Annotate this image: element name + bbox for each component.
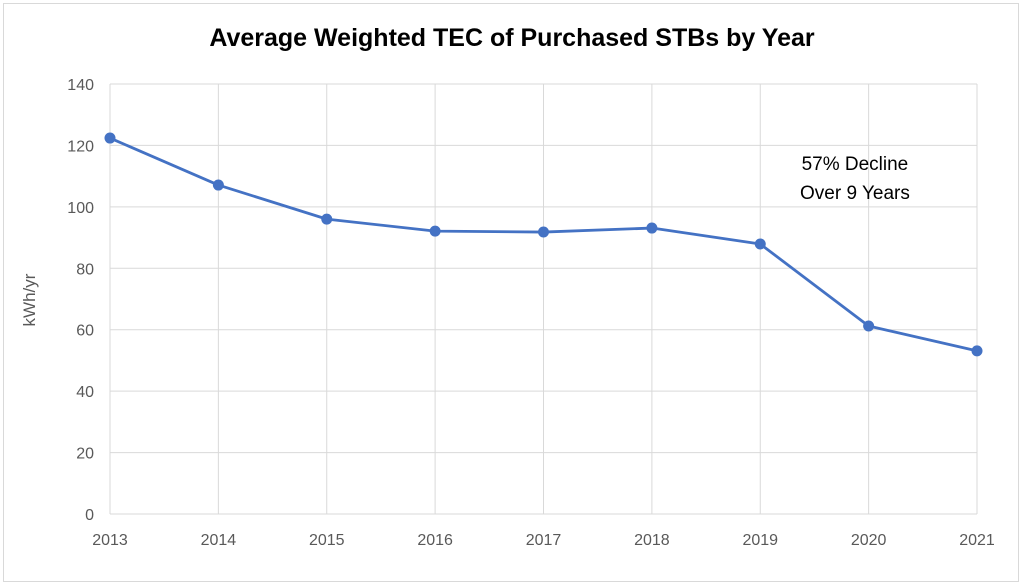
- y-tick-label: 100: [67, 200, 94, 217]
- x-tick-label: 2019: [742, 532, 778, 549]
- y-tick-label: 80: [76, 261, 94, 278]
- chart-title: Average Weighted TEC of Purchased STBs b…: [209, 24, 815, 52]
- y-tick-label: 40: [76, 384, 94, 401]
- data-point: [321, 213, 333, 225]
- y-tick-label: 20: [76, 446, 94, 463]
- x-tick-label: 2021: [959, 532, 995, 549]
- y-tick-label: 60: [76, 323, 94, 340]
- x-tick-label: 2020: [851, 532, 887, 549]
- x-tick-label: 2018: [634, 532, 670, 549]
- x-tick-label: 2015: [309, 532, 345, 549]
- data-point: [754, 238, 766, 250]
- data-point: [212, 179, 224, 191]
- y-tick-label: 140: [67, 77, 94, 94]
- data-point: [538, 226, 549, 238]
- annotation-line-2: Over 9 Years: [800, 183, 910, 204]
- x-tick-label: 2013: [92, 532, 128, 549]
- y-tick-label: 0: [85, 507, 94, 524]
- annotation-line-1: 57% Decline: [801, 154, 909, 175]
- data-point: [863, 320, 875, 332]
- data-point: [971, 345, 983, 357]
- data-point: [646, 222, 658, 234]
- chart-border: [3, 3, 1019, 582]
- data-point: [104, 132, 116, 144]
- decline-annotation: 57% Decline Over 9 Years: [800, 150, 910, 208]
- x-tick-label: 2017: [526, 532, 562, 549]
- x-tick-label: 2014: [201, 532, 237, 549]
- data-point: [429, 225, 441, 237]
- y-tick-label: 120: [67, 138, 94, 155]
- x-tick-label: 2016: [417, 532, 453, 549]
